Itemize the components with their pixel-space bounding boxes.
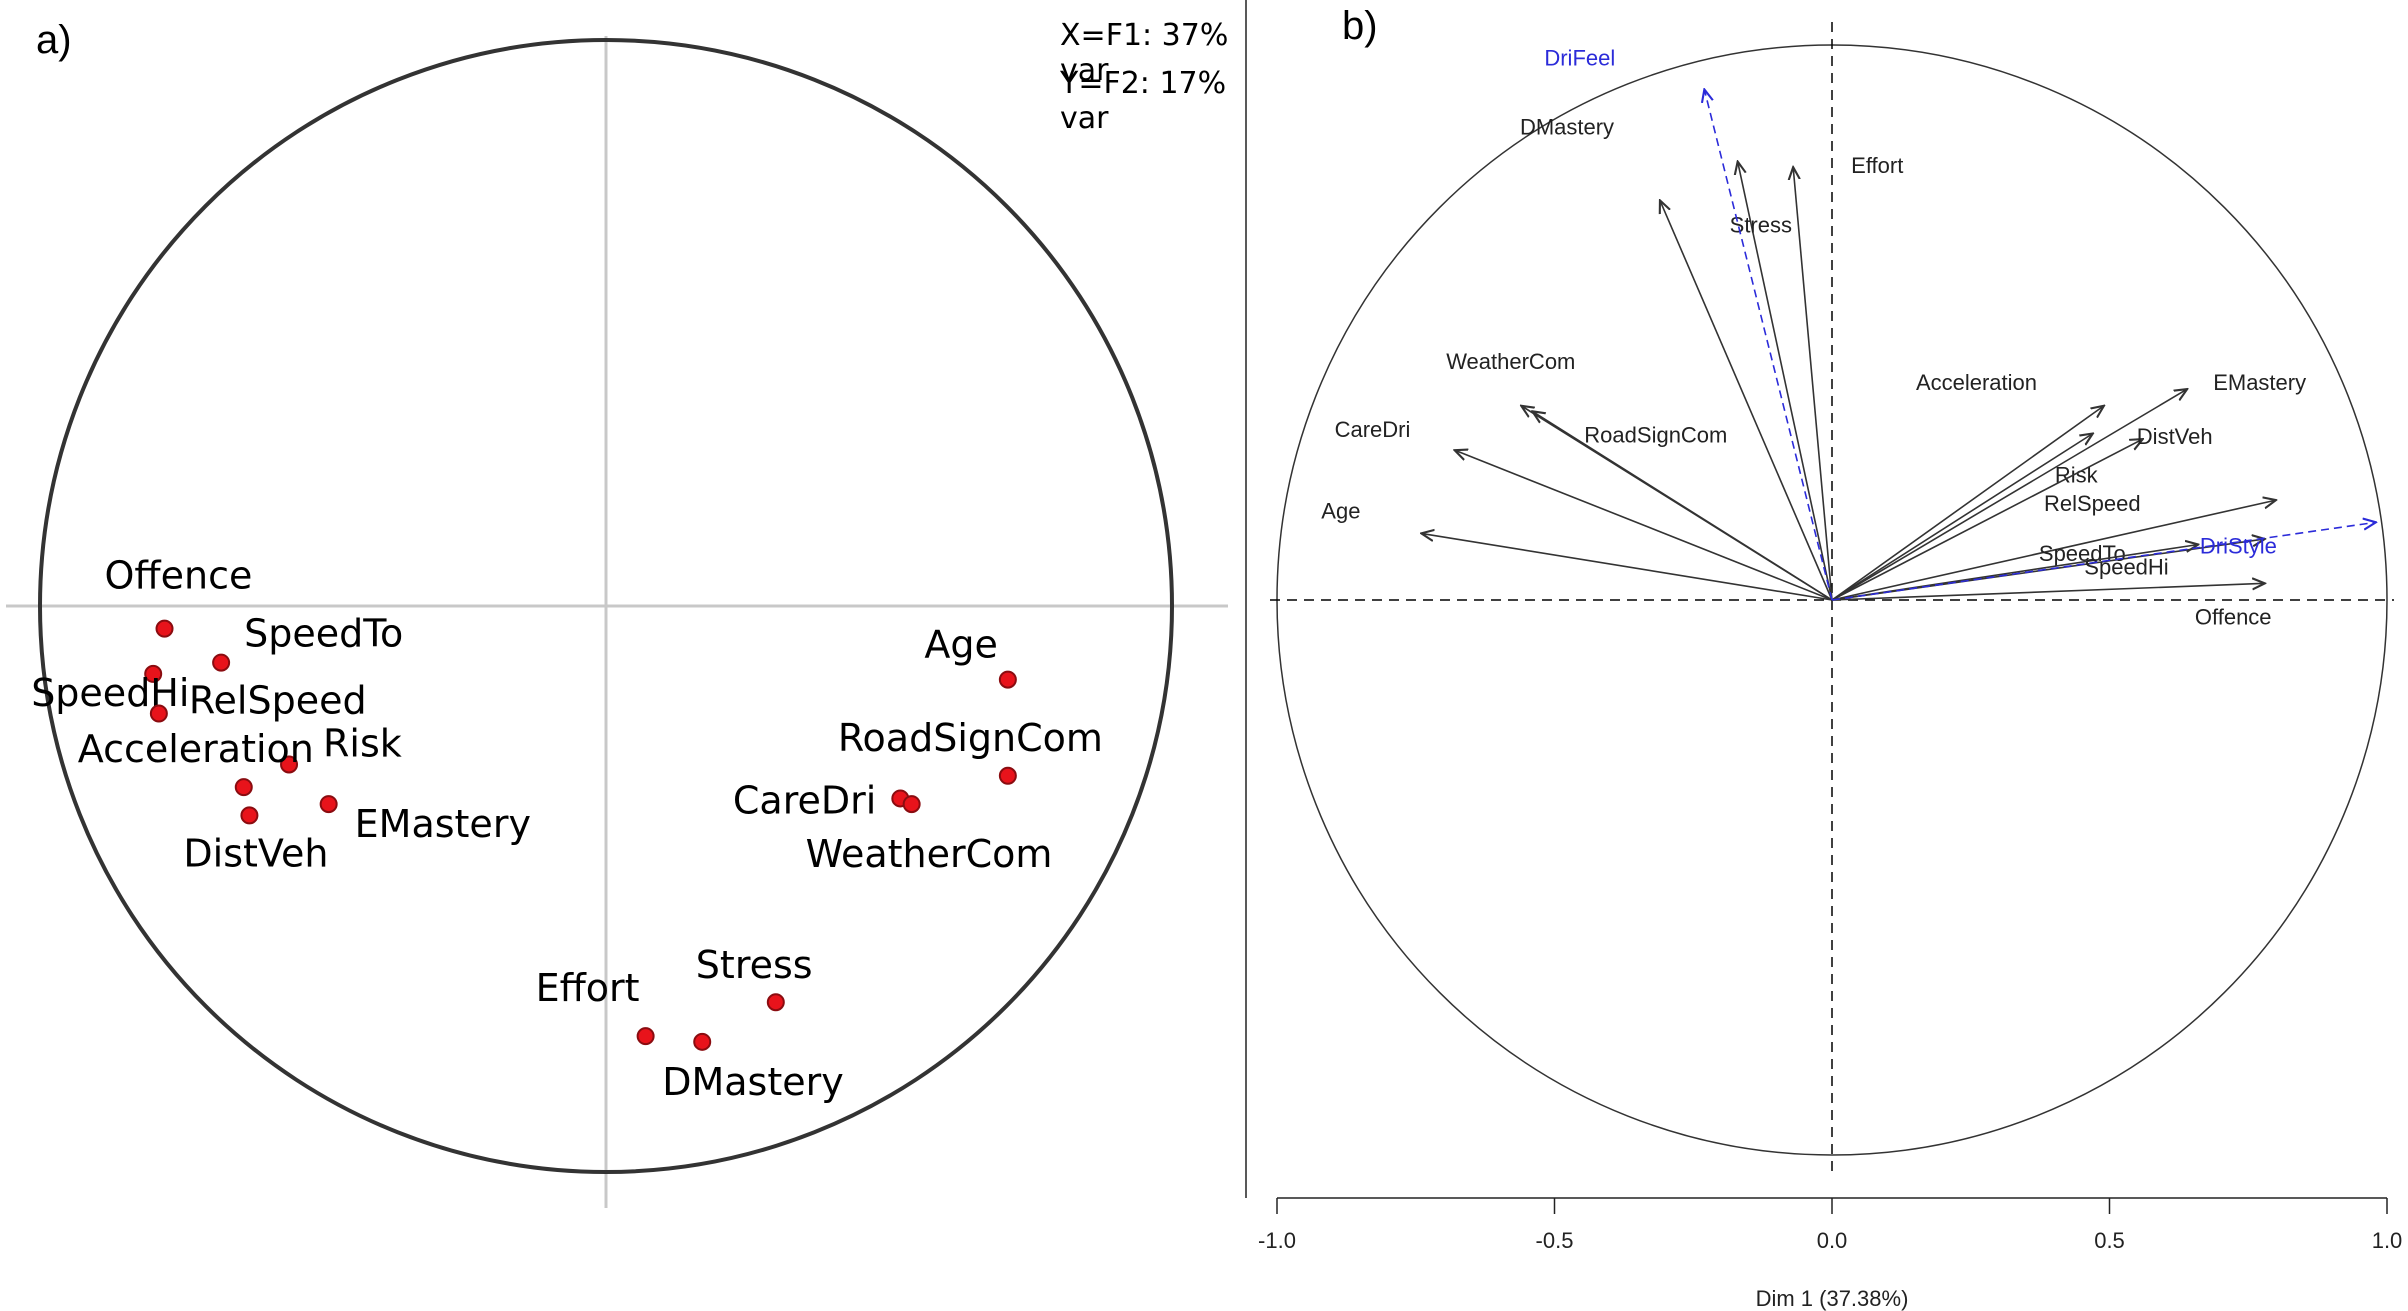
arrow-label-stress: Stress	[1730, 213, 1792, 238]
panel-b-label: b)	[1342, 4, 1378, 48]
point-label-stress: Stress	[696, 943, 813, 987]
supplementary-arrow-dristyle	[1831, 522, 2376, 601]
supplementary-arrow-drifeel	[1704, 89, 1833, 601]
arrow-label-acceleration: Acceleration	[1916, 370, 2037, 395]
point-acceleration	[234, 778, 253, 797]
point-label-speedto: SpeedTo	[244, 612, 403, 656]
variance-y-text: Y=F2: 17% var	[1060, 66, 1227, 136]
point-relspeed	[149, 704, 168, 723]
point-label-risk: Risk	[323, 721, 402, 765]
supplementary-arrows: DriFeel DriStyle	[1544, 45, 2376, 601]
panel-a-label: a)	[36, 18, 72, 62]
arrow-age	[1421, 533, 1833, 601]
arrow-offence	[1831, 583, 2265, 601]
variable-arrows: Age CareDri WeatherCom RoadSignCom DMastery S…	[1321, 114, 2306, 629]
arrow-label-effort: Effort	[1851, 153, 1903, 178]
arrow-label-speedhi: SpeedHi	[2084, 555, 2168, 580]
arrow-caredri	[1455, 450, 1833, 601]
point-label-acceleration: Acceleration	[78, 727, 314, 771]
point-emastery	[319, 795, 338, 814]
arrow-roadsigncom	[1532, 411, 1833, 601]
arrow-relspeed	[1831, 500, 2276, 601]
point-age	[998, 670, 1017, 689]
point-label-emastery: EMastery	[355, 802, 531, 846]
supplementary-label-drifeel: DriFeel	[1544, 45, 1615, 70]
arrow-distveh	[1831, 439, 2143, 601]
unit-circle	[38, 38, 1174, 1174]
point-label-dmastery: DMastery	[662, 1060, 844, 1104]
arrow-label-caredri: CareDri	[1335, 417, 1411, 442]
point-offence	[155, 619, 174, 638]
point-label-distveh: DistVeh	[183, 831, 328, 875]
arrow-label-risk: Risk	[2055, 463, 2099, 488]
point-speedto	[212, 653, 231, 672]
point-weathercom	[902, 795, 921, 814]
x-tick-label--0-5: -0.5	[1536, 1228, 1574, 1253]
arrow-label-dmastery: DMastery	[1520, 114, 1614, 139]
variance-x-text: X=F1: 37% var	[1060, 18, 1229, 88]
point-label-weathercom: WeatherCom	[806, 832, 1053, 876]
arrow-speedhi	[1831, 545, 2198, 601]
panel-b: -1.0 -0.5 0.0 0.5 1.0 Age CareDri WeatherCom Ro…	[1244, 0, 2408, 1311]
arrow-effort	[1793, 167, 1833, 601]
arrow-label-distveh: DistVeh	[2137, 424, 2213, 449]
point-label-offence: Offence	[105, 554, 253, 598]
point-label-effort: Effort	[536, 966, 640, 1010]
variance-legend: X=F1: 37% var Y=F2: 17% var	[1028, 0, 1240, 136]
arrow-label-roadsigncom: RoadSignCom	[1584, 422, 1727, 447]
point-roadsigncom	[998, 766, 1017, 785]
panel-a-points: OffenceSpeedHiSpeedToRelSpeedRiskAcceler…	[31, 554, 1103, 1104]
panel-a: Offence SpeedHi SpeedTo RelSpeed Risk Acceler…	[0, 0, 1240, 1220]
point-speedhi	[144, 664, 163, 683]
supplementary-label-dristyle: DriStyle	[2200, 533, 2277, 558]
point-label-relspeed: RelSpeed	[189, 679, 367, 723]
arrow-risk	[1831, 434, 2093, 601]
arrow-label-weathercom: WeatherCom	[1446, 349, 1575, 374]
arrow-label-offence: Offence	[2195, 604, 2272, 629]
point-label-age: Age	[924, 623, 998, 667]
x-tick-label--1-0: -1.0	[1258, 1228, 1296, 1253]
arrow-stress	[1738, 162, 1833, 601]
point-distveh	[240, 806, 259, 825]
arrow-dmastery	[1660, 200, 1833, 601]
point-stress	[766, 993, 785, 1012]
x-axis-label: Dim 1 (37.38%)	[1756, 1286, 1909, 1311]
point-label-roadsigncom: RoadSignCom	[838, 716, 1103, 760]
point-dmastery	[693, 1032, 712, 1051]
arrow-emastery	[1831, 389, 2187, 601]
panel-b-plot: -1.0 -0.5 0.0 0.5 1.0 Age CareDri WeatherCom Ro…	[1245, 0, 2402, 1311]
point-effort	[636, 1027, 655, 1046]
arrow-label-age: Age	[1321, 498, 1360, 523]
x-tick-label-1-0: 1.0	[2372, 1228, 2403, 1253]
arrow-label-relspeed: RelSpeed	[2044, 491, 2141, 516]
x-tick-label-0-5: 0.5	[2094, 1228, 2125, 1253]
arrow-label-emastery: EMastery	[2213, 370, 2306, 395]
arrow-acceleration	[1831, 406, 2104, 601]
x-axis-ticks: -1.0 -0.5 0.0 0.5 1.0	[1258, 1198, 2402, 1253]
point-label-caredri: CareDri	[733, 778, 876, 822]
x-tick-label-0-0: 0.0	[1817, 1228, 1848, 1253]
point-risk	[280, 755, 299, 774]
panel-a-plot: OffenceSpeedHiSpeedToRelSpeedRiskAcceler…	[6, 36, 1228, 1208]
